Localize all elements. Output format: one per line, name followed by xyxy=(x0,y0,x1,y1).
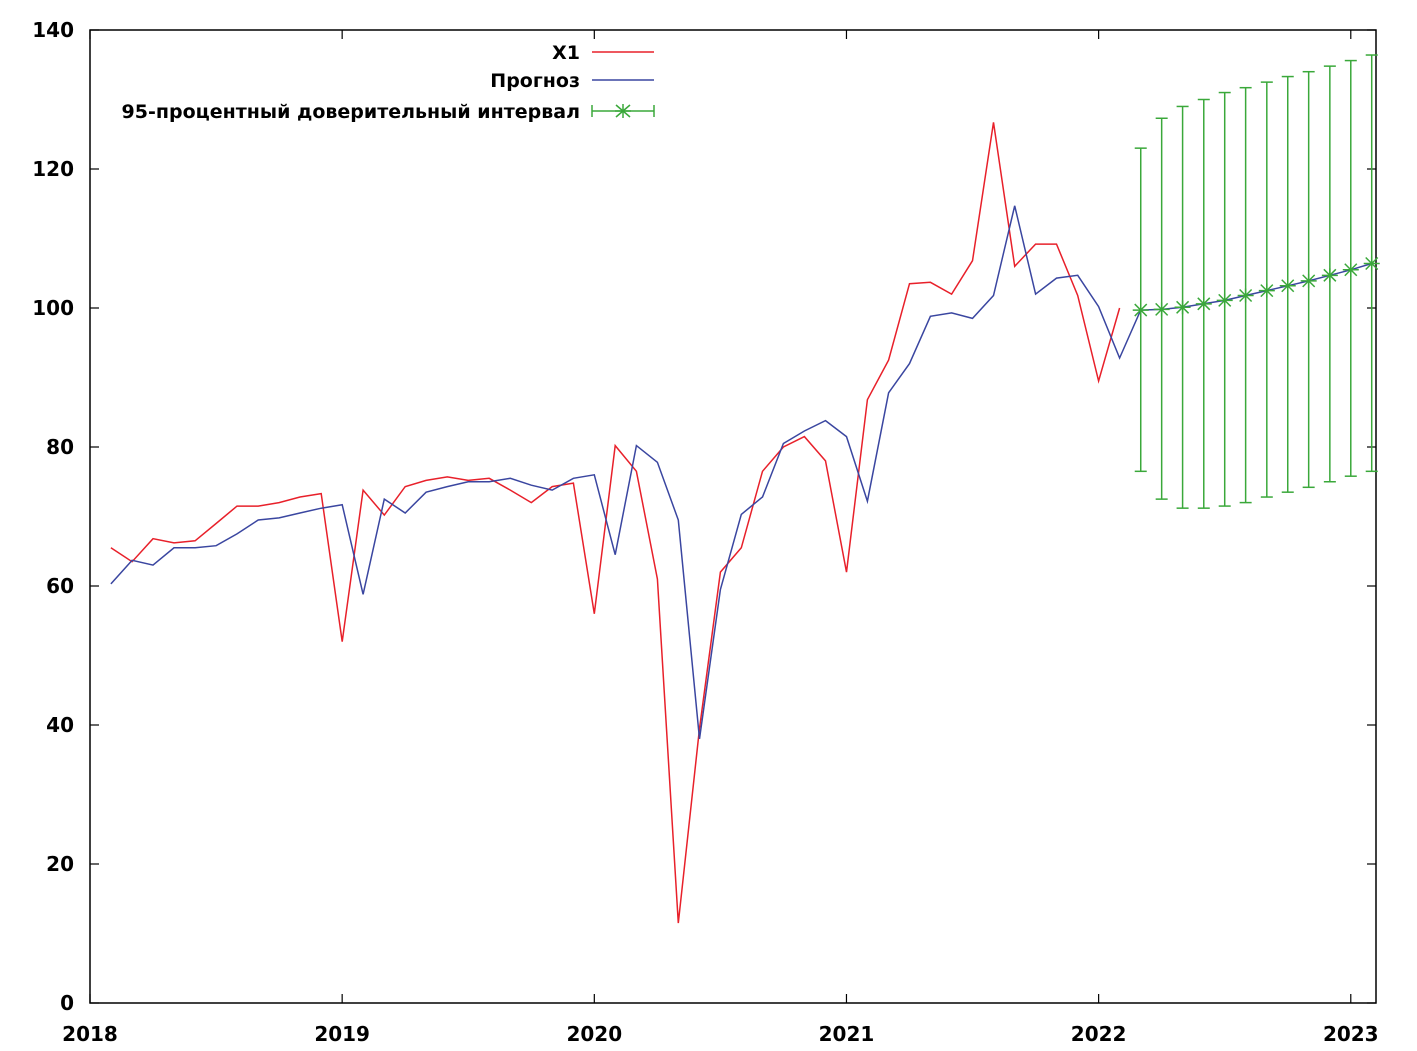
y-axis: 0 20 40 60 80 100 120 140 xyxy=(32,18,1376,1015)
y-tick-label: 0 xyxy=(60,991,74,1015)
y-tick-label: 120 xyxy=(32,157,74,181)
interval-errorbar xyxy=(1279,75,1296,493)
y-tick-label: 140 xyxy=(32,18,74,42)
interval-errorbar xyxy=(1216,91,1233,507)
series-layer xyxy=(110,54,1380,924)
y-tick-label: 100 xyxy=(32,296,74,320)
x-tick-label: 2022 xyxy=(1071,1022,1127,1046)
y-tick-label: 40 xyxy=(46,713,74,737)
interval-errorbar xyxy=(1321,65,1338,483)
plot-frame xyxy=(89,29,1377,1004)
x-tick-label: 2020 xyxy=(566,1022,622,1046)
interval-errorbar xyxy=(1195,98,1212,509)
y-tick-label: 60 xyxy=(46,574,74,598)
interval-errorbar xyxy=(1363,54,1380,473)
legend-label-interval: 95-процентный доверительный интервал xyxy=(122,101,580,123)
series-line-x1 xyxy=(110,122,1121,924)
x-tick-label: 2018 xyxy=(62,1022,118,1046)
interval-errorbar xyxy=(1153,117,1170,500)
x-tick-label: 2023 xyxy=(1323,1022,1379,1046)
interval-errorbar xyxy=(1258,81,1275,498)
legend-label-x1: X1 xyxy=(552,42,580,64)
x-tick-label: 2019 xyxy=(314,1022,370,1046)
legend-swatch-interval xyxy=(591,104,655,118)
x-axis: 2018 2019 2020 2021 2022 2023 xyxy=(62,30,1379,1046)
interval-errorbar xyxy=(1300,70,1317,489)
y-tick-label: 20 xyxy=(46,852,74,876)
interval-errorbar xyxy=(1342,59,1359,477)
x-tick-label: 2021 xyxy=(819,1022,875,1046)
interval-errorbar xyxy=(1174,105,1191,509)
series-interval xyxy=(1132,54,1380,509)
y-tick-label: 80 xyxy=(46,435,74,459)
legend: X1 Прогноз 95-процентный доверительный и… xyxy=(122,42,655,123)
legend-label-forecast: Прогноз xyxy=(490,70,580,92)
interval-errorbar xyxy=(1237,86,1254,504)
interval-errorbar xyxy=(1132,147,1149,473)
